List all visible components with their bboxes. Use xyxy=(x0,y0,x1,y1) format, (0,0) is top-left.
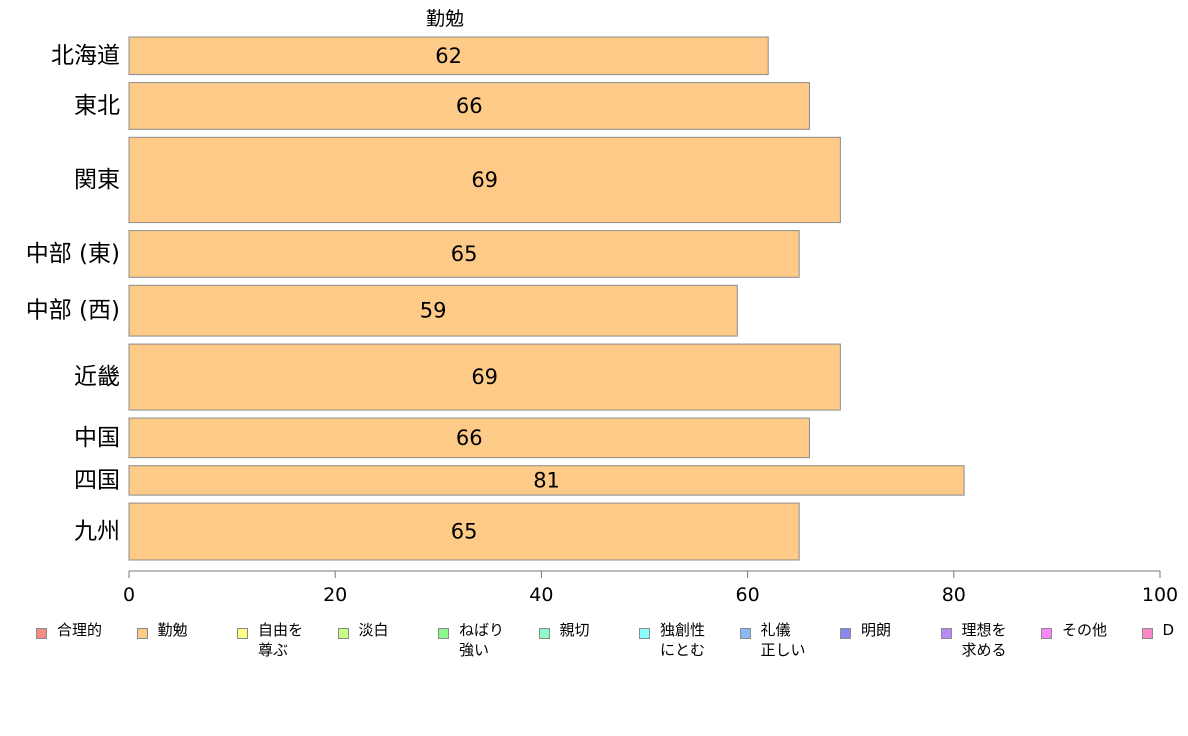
bar xyxy=(128,230,800,278)
legend-item: 理想を 求める xyxy=(940,620,1007,660)
legend-swatch xyxy=(538,628,550,639)
legend-label: 合理的 xyxy=(57,621,103,639)
legend-item: 独創性 にとむ xyxy=(639,620,705,660)
bar xyxy=(128,82,810,130)
x-tick-label: 0 xyxy=(123,584,135,606)
legend-label: 理想を 求める xyxy=(961,621,1007,659)
legend-item: 自由を 尊ぶ xyxy=(237,620,303,660)
legend-label: その他 xyxy=(1062,621,1108,639)
legend-label: 親切 xyxy=(559,621,590,639)
category-label: 中部 (東) xyxy=(26,241,120,267)
legend-label: D xyxy=(1162,621,1175,639)
category-label: 北海道 xyxy=(51,43,120,69)
legend-label: 明朗 xyxy=(861,621,892,639)
bar xyxy=(128,36,769,76)
legend-item: 淡白 xyxy=(337,620,389,640)
legend-label: 独創性 にとむ xyxy=(660,621,706,659)
data-label: 66 xyxy=(456,94,483,118)
legend-item: ねばり 強い xyxy=(438,620,504,660)
legend-item: その他 xyxy=(1041,620,1107,640)
category-label: 東北 xyxy=(74,93,120,119)
data-label: 62 xyxy=(435,44,462,68)
legend-item: 礼儀 正しい xyxy=(739,620,806,660)
legend-swatch xyxy=(1141,628,1153,639)
legend-item: 合理的 xyxy=(36,620,102,640)
data-label: 66 xyxy=(456,426,483,450)
bar xyxy=(128,502,800,561)
legend-swatch xyxy=(739,628,751,639)
x-tick-label: 80 xyxy=(942,584,966,606)
bar xyxy=(128,343,841,411)
category-label: 中部 (西) xyxy=(26,298,120,324)
legend-swatch xyxy=(1041,628,1052,639)
legend-label: ねばり 強い xyxy=(459,621,505,659)
chart-title: 勤勉 xyxy=(426,8,464,30)
legend-swatch xyxy=(639,628,650,639)
data-label: 81 xyxy=(533,468,560,492)
legend-swatch xyxy=(237,628,248,639)
bar-chart: 勤勉 北海道 62 東北 66 関東 69 中部 (東) 65 中部 (西) 59 近畿 69 中国 66… xyxy=(26,8,1178,606)
legend: 合理的 勤勉 自由を 尊ぶ 淡白 ねばり 強い 親切 独創性 にとむ 礼儀 正しい 明朗 理想を … xyxy=(36,620,1186,668)
data-label: 69 xyxy=(471,365,498,389)
legend-label: 自由を 尊ぶ xyxy=(258,621,304,659)
legend-swatch xyxy=(840,628,851,639)
legend-label: 勤勉 xyxy=(157,621,188,639)
x-axis: 0 20 40 60 80 100 xyxy=(123,570,1178,606)
x-tick-label: 60 xyxy=(736,584,760,606)
legend-swatch xyxy=(36,628,47,639)
category-label: 中国 xyxy=(74,425,120,451)
x-tick-label: 40 xyxy=(529,584,553,606)
bar xyxy=(128,284,738,337)
category-label: 関東 xyxy=(74,167,120,193)
data-label: 59 xyxy=(420,299,447,323)
bar xyxy=(128,465,965,496)
bars-group: 北海道 62 東北 66 関東 69 中部 (東) 65 中部 (西) 59 近畿 69 中国 66 四国 8… xyxy=(26,36,965,561)
legend-label: 礼儀 正しい xyxy=(760,621,806,659)
legend-item: 親切 xyxy=(538,620,590,640)
data-label: 65 xyxy=(451,242,478,266)
category-label: 九州 xyxy=(74,519,120,545)
legend-label: 淡白 xyxy=(358,621,389,639)
x-tick-label: 100 xyxy=(1142,584,1178,606)
x-tick-label: 20 xyxy=(323,584,347,606)
category-label: 四国 xyxy=(74,467,120,493)
legend-swatch xyxy=(940,628,952,639)
legend-item: 明朗 xyxy=(840,620,891,640)
legend-swatch xyxy=(136,628,148,639)
legend-item: 勤勉 xyxy=(136,620,188,640)
legend-item: D xyxy=(1141,620,1175,640)
category-label: 近畿 xyxy=(74,364,120,390)
legend-swatch xyxy=(337,628,349,639)
data-label: 69 xyxy=(471,168,498,192)
data-label: 65 xyxy=(451,520,478,544)
legend-swatch xyxy=(438,628,449,639)
bar xyxy=(128,417,810,459)
bar xyxy=(128,136,841,224)
